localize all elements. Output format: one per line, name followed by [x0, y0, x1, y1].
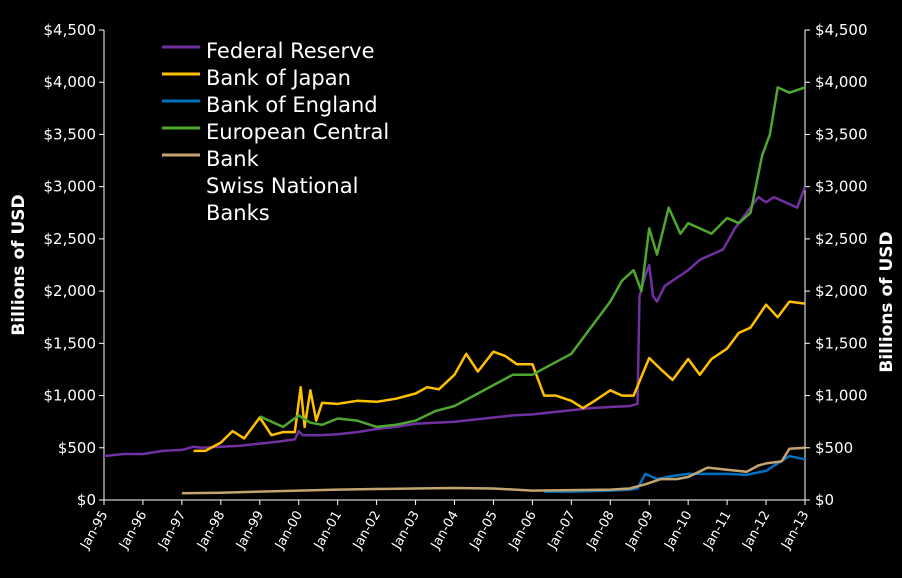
y-tick-label-right: $500	[815, 439, 853, 457]
y-tick-label-right: $3,000	[815, 178, 868, 196]
x-tick-label: Jan-95	[77, 509, 111, 553]
y-tick-label-right: $2,000	[815, 282, 868, 300]
y-tick-label-left: $4,500	[44, 21, 97, 39]
y-tick-label-left: $3,000	[44, 178, 97, 196]
x-tick-label: Jan-98	[194, 509, 228, 553]
series-line-bank-of-england	[544, 454, 806, 493]
x-tick-label: Jan-01	[311, 509, 345, 553]
x-tick-label: Jan-99	[233, 509, 267, 553]
x-tick-label: Jan-10	[661, 509, 695, 553]
y-tick-label-left: $500	[58, 439, 96, 457]
legend-label: Bank of Japan	[206, 66, 351, 90]
y-tick-label-right: $4,000	[815, 73, 868, 91]
y-tick-label-left: $2,500	[44, 230, 97, 248]
series-line-european-central-bank	[259, 86, 806, 429]
y-tick-label-right: $4,500	[815, 21, 868, 39]
x-tick-label: Jan-13	[778, 509, 812, 553]
x-axis: Jan-95 Jan-96 Jan-97 Jan-98 Jan-99 Jan-00 Jan-…	[77, 499, 812, 553]
y-axes: $0 $0 $500 $500 $1,000 $1,000 $1,500 $1,500 $2,0…	[44, 21, 868, 509]
series-line-bank-of-japan	[193, 300, 806, 453]
y-tick-label-right: $1,500	[815, 334, 868, 352]
y-axis-title-left: Billions of USD	[9, 194, 29, 335]
y-tick-label-left: $3,500	[44, 125, 97, 143]
y-tick-label-left: $2,000	[44, 282, 97, 300]
legend: Federal Reserve Bank of Japan Bank of Engl…	[162, 39, 389, 225]
y-tick-label-right: $1,000	[815, 387, 868, 405]
y-axis-title-right: Billions of USD	[877, 231, 897, 372]
x-tick-label: Jan-09	[623, 509, 657, 553]
y-tick-label-left: $4,000	[44, 73, 97, 91]
x-tick-label: Jan-00	[272, 509, 306, 553]
x-tick-label: Jan-08	[584, 509, 618, 553]
series-group	[103, 86, 807, 495]
legend-label: European Central	[206, 120, 389, 144]
legend-label: Bank of England	[206, 93, 378, 117]
y-tick-label-left: $0	[77, 491, 96, 509]
x-tick-label: Jan-96	[116, 509, 150, 553]
y-tick-label-left: $1,500	[44, 334, 97, 352]
x-tick-label: Jan-97	[155, 509, 189, 553]
legend-label: Swiss National	[206, 174, 358, 198]
x-tick-label: Jan-03	[389, 509, 423, 553]
x-tick-label: Jan-07	[545, 509, 579, 553]
legend-label: Federal Reserve	[206, 39, 375, 63]
x-tick-label: Jan-12	[739, 509, 773, 553]
series-line-swiss-national-banks	[181, 446, 806, 495]
x-tick-label: Jan-06	[506, 509, 540, 553]
y-tick-label-right: $0	[815, 491, 834, 509]
y-tick-label-right: $2,500	[815, 230, 868, 248]
y-tick-label-left: $1,000	[44, 387, 97, 405]
x-tick-label: Jan-04	[428, 509, 462, 553]
x-tick-label: Jan-05	[467, 509, 501, 553]
x-tick-label: Jan-02	[350, 509, 384, 553]
legend-label: Bank	[206, 147, 260, 171]
legend-label: Banks	[206, 201, 270, 225]
x-tick-label: Jan-11	[700, 509, 734, 553]
y-tick-label-right: $3,500	[815, 125, 868, 143]
series-line-federal-reserve	[103, 186, 807, 458]
